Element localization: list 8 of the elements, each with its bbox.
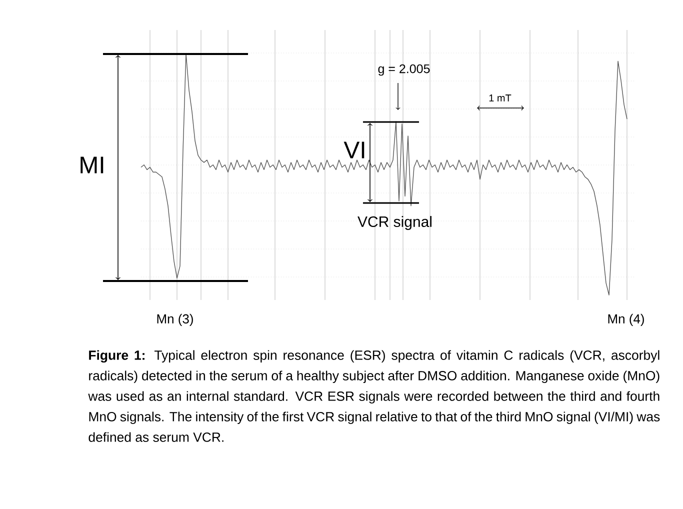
annotation: VCR signal (358, 216, 432, 230)
annotation: g = 2.005 (378, 64, 430, 76)
text: Figure 1: Typical electron spin resonance (ESR) spectra of vitamin C radicals (VCR, ascorbyl radicals) detected in the serum of a healthy subject after DMSO addition. Manganese oxide (MnO) was used as an internal standard. VCR ESR signals were recorded between the third and fourth MnO signals. The intensity of the first VCR signal relative to that of the third MnO signal (VI/MI) was defined as serum VCR. (88, 350, 660, 442)
text: Mn (4) (608, 314, 644, 326)
annotation: VI (344, 142, 364, 158)
text: MI (80, 156, 104, 174)
annotation: 1 mT (489, 94, 512, 102)
text: Mn (3) (157, 314, 193, 326)
